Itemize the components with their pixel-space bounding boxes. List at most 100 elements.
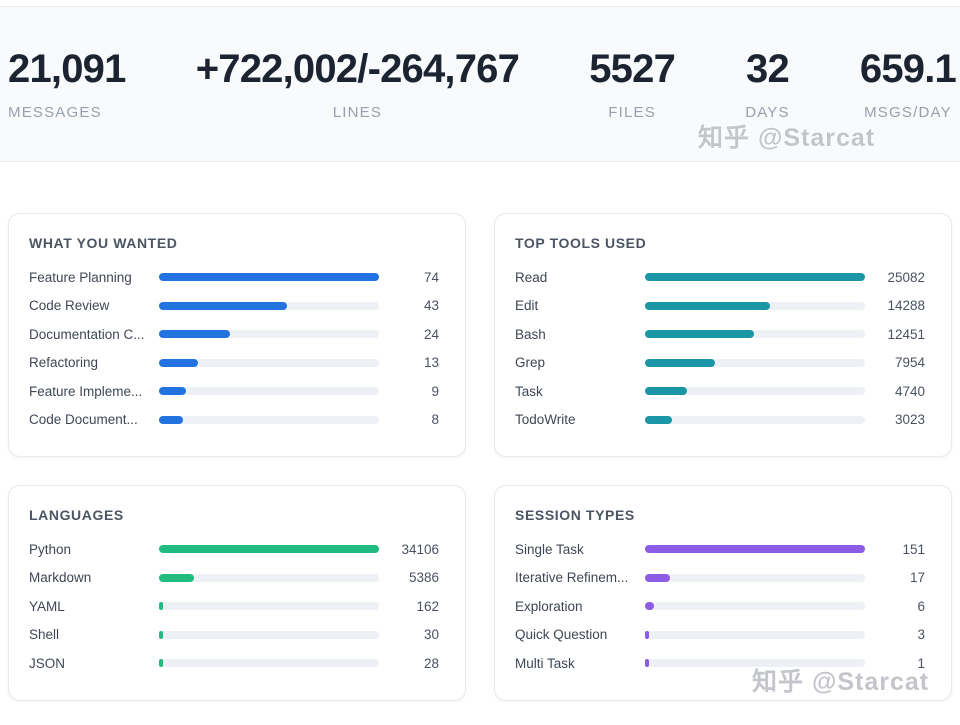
row-value: 162 bbox=[416, 598, 439, 614]
bar-fill bbox=[645, 602, 654, 611]
bar-fill bbox=[159, 602, 163, 611]
row-label: Refactoring bbox=[29, 355, 99, 371]
bar-track bbox=[159, 330, 379, 339]
row-value: 151 bbox=[902, 541, 925, 557]
row-label: Grep bbox=[515, 355, 546, 371]
stat-value: 659.1 bbox=[859, 47, 957, 91]
row-label: Bash bbox=[515, 326, 546, 342]
card-what-you-wanted: WHAT YOU WANTED Feature Planning 74 Code Re… bbox=[8, 213, 466, 457]
bar-track bbox=[645, 630, 865, 639]
card-title: TOP TOOLS USED bbox=[515, 235, 647, 251]
row-value: 6 bbox=[917, 598, 925, 614]
row-label: TodoWrite bbox=[515, 412, 576, 428]
bar-fill bbox=[159, 387, 186, 396]
row-value: 3 bbox=[917, 627, 925, 643]
row-value: 13 bbox=[423, 355, 439, 371]
bar-track bbox=[159, 659, 379, 668]
row-value: 5386 bbox=[408, 570, 439, 586]
bar-fill bbox=[645, 415, 672, 424]
bar-fill bbox=[645, 545, 865, 554]
card-title: SESSION TYPES bbox=[515, 507, 635, 523]
bar-fill bbox=[645, 387, 687, 396]
row-label: Task bbox=[515, 383, 543, 399]
bar-track bbox=[645, 415, 865, 424]
chart-row: Refactoring 13 bbox=[29, 349, 439, 378]
bar-fill bbox=[159, 659, 163, 668]
stat-label: MSGS/DAY bbox=[864, 104, 952, 121]
bar-fill bbox=[645, 573, 670, 582]
chart-row: Feature Impleme... 9 bbox=[29, 377, 439, 406]
chart-row: Markdown 5386 bbox=[29, 564, 439, 593]
bar-track bbox=[159, 301, 379, 310]
stats-bar: 21,091 MESSAGES +722,002/-264,767 LINES 5527… bbox=[8, 47, 957, 121]
row-value: 8 bbox=[431, 412, 439, 428]
chart-row: Quick Question 3 bbox=[515, 621, 925, 650]
bar-track bbox=[159, 602, 379, 611]
card-languages: LANGUAGES Python 34106 Markdown 5386 YAML 162 S… bbox=[8, 485, 466, 701]
stat-value: 5527 bbox=[589, 47, 676, 91]
row-label: Iterative Refinem... bbox=[515, 570, 629, 586]
row-value: 43 bbox=[423, 298, 439, 314]
chart-row: Multi Task 1 bbox=[515, 649, 925, 678]
bar-track bbox=[159, 573, 379, 582]
stat-value: 32 bbox=[746, 47, 790, 91]
row-label: Edit bbox=[515, 298, 539, 314]
stat-item-msgs-day: 659.1 MSGS/DAY bbox=[859, 47, 957, 121]
row-label: Feature Impleme... bbox=[29, 383, 143, 399]
row-value: 4740 bbox=[894, 383, 925, 399]
bar-track bbox=[159, 415, 379, 424]
stat-item-days: 32 DAYS bbox=[745, 47, 790, 121]
row-value: 1 bbox=[917, 655, 925, 671]
row-value: 24 bbox=[423, 326, 439, 342]
bar-fill bbox=[159, 273, 379, 282]
stat-value: 21,091 bbox=[8, 47, 126, 91]
row-label: Shell bbox=[29, 627, 60, 643]
chart-row: Task 4740 bbox=[515, 377, 925, 406]
bar-fill bbox=[645, 630, 650, 639]
bar-track bbox=[645, 602, 865, 611]
bar-track bbox=[645, 301, 865, 310]
chart-row: Iterative Refinem... 17 bbox=[515, 564, 925, 593]
chart-row: TodoWrite 3023 bbox=[515, 406, 925, 435]
chart-row: Code Review 43 bbox=[29, 292, 439, 321]
row-label: Read bbox=[515, 269, 548, 285]
summary-stats-panel: 21,091 MESSAGES +722,002/-264,767 LINES 5527… bbox=[0, 6, 960, 162]
stat-item-messages: 21,091 MESSAGES bbox=[8, 47, 126, 121]
card-top-tools-used: TOP TOOLS USED Read 25082 Edit 14288 Bash 1245… bbox=[494, 213, 952, 457]
row-label: Multi Task bbox=[515, 655, 575, 671]
chart-row: Code Document... 8 bbox=[29, 406, 439, 435]
bar-track bbox=[645, 573, 865, 582]
bar-fill bbox=[645, 330, 755, 339]
row-value: 14288 bbox=[887, 298, 925, 314]
cards-grid: WHAT YOU WANTED Feature Planning 74 Code Re… bbox=[0, 213, 960, 701]
row-value: 74 bbox=[423, 269, 439, 285]
chart-row: Single Task 151 bbox=[515, 535, 925, 564]
row-label: Single Task bbox=[515, 541, 584, 557]
row-label: Quick Question bbox=[515, 627, 608, 643]
bar-fill bbox=[645, 358, 715, 367]
bar-fill bbox=[159, 358, 198, 367]
bar-track bbox=[645, 358, 865, 367]
bar-track bbox=[645, 545, 865, 554]
row-value: 25082 bbox=[887, 269, 925, 285]
row-value: 30 bbox=[423, 627, 439, 643]
bar-track bbox=[645, 273, 865, 282]
card-title: LANGUAGES bbox=[29, 507, 124, 523]
row-label: Code Document... bbox=[29, 412, 138, 428]
chart-row: Edit 14288 bbox=[515, 292, 925, 321]
row-label: Markdown bbox=[29, 570, 92, 586]
bar-track bbox=[159, 387, 379, 396]
row-value: 9 bbox=[431, 383, 439, 399]
bar-track bbox=[645, 330, 865, 339]
stat-value: +722,002/-264,767 bbox=[195, 47, 520, 91]
row-value: 7954 bbox=[894, 355, 925, 371]
card-session-types: SESSION TYPES Single Task 151 Iterative Ref… bbox=[494, 485, 952, 701]
bar-track bbox=[645, 659, 865, 668]
bar-fill bbox=[645, 273, 865, 282]
row-label: Exploration bbox=[515, 598, 583, 614]
chart-row: Shell 30 bbox=[29, 621, 439, 650]
row-label: YAML bbox=[29, 598, 65, 614]
chart-row: Documentation C... 24 bbox=[29, 320, 439, 349]
bar-fill bbox=[159, 301, 287, 310]
stat-label: LINES bbox=[332, 104, 383, 121]
